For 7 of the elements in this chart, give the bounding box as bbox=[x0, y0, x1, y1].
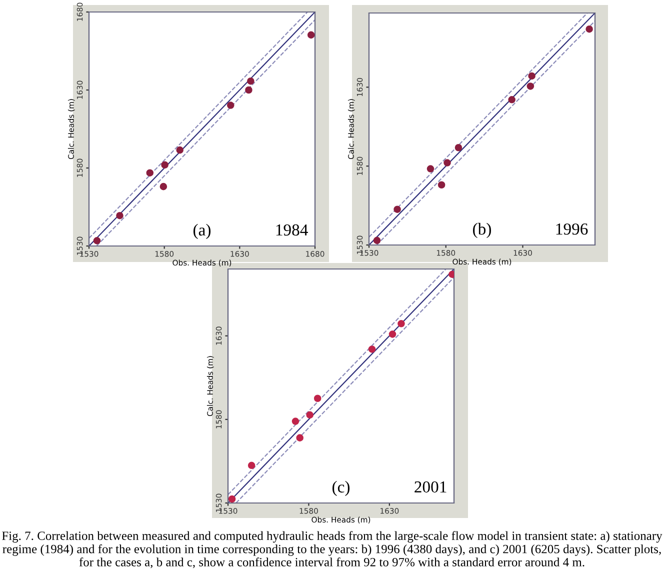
annotation: 2001 bbox=[414, 481, 446, 493]
annotation: (c) bbox=[332, 480, 350, 496]
caption: Fig. 7. Correlation between measured and computed hydraulic heads from the large-scale flow model in transient state: a) stationary regime (1984) and for the evolution in time corresponding to the years: b) 1996 (4380 days), and c) 2001 (6205 days). Scatter plots, for the cases a, b and c, show a confidence interval from 92 to 97% with a standard error around 4 m. bbox=[2, 531, 662, 568]
annotation: (b) bbox=[473, 222, 491, 238]
annotation: 1984 bbox=[276, 224, 308, 236]
annotation: 1996 bbox=[556, 223, 588, 235]
annotation: (a) bbox=[193, 224, 211, 239]
